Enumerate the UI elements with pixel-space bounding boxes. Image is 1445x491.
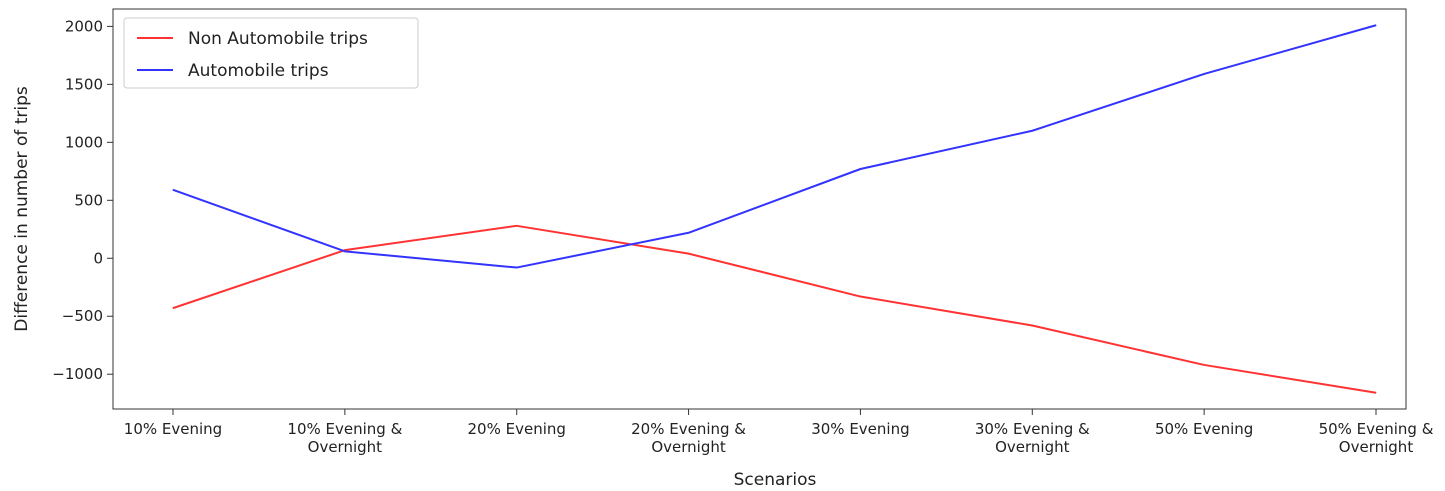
x-tick-label: 30% Evening <box>811 420 909 438</box>
series-line-0 <box>172 224 1377 394</box>
data-point <box>172 307 174 309</box>
x-tick-label: 20% Evening & Overnight <box>631 420 746 456</box>
legend-label: Non Automobile trips <box>188 29 368 49</box>
x-tick-label: 10% Evening & Overnight <box>287 420 402 456</box>
y-axis: −1000 −500 0 500 1000 1500 2000 <box>52 17 113 383</box>
y-tick-label: 2000 <box>65 17 103 35</box>
y-tick-label: −500 <box>62 307 103 325</box>
x-tick-label: 10% Evening <box>124 420 222 438</box>
data-point <box>344 250 346 252</box>
y-tick-label: 500 <box>74 191 103 209</box>
x-tick-label: 30% Evening & Overnight <box>975 420 1090 456</box>
data-point <box>859 168 861 170</box>
data-point <box>1031 130 1033 132</box>
legend-box <box>123 17 419 89</box>
data-point <box>859 296 861 298</box>
data-point <box>516 225 518 227</box>
series-layer <box>172 24 1377 394</box>
legend: Non Automobile trips Automobile trips <box>123 17 419 89</box>
data-point <box>1203 73 1205 75</box>
data-point <box>688 232 690 234</box>
data-point <box>1203 364 1205 366</box>
data-point <box>516 267 518 269</box>
data-point <box>1031 325 1033 327</box>
x-tick-label: 20% Evening <box>468 420 566 438</box>
data-point <box>172 189 174 191</box>
data-point <box>1375 392 1377 394</box>
data-point <box>688 253 690 255</box>
y-tick-label: 1000 <box>65 133 103 151</box>
data-point <box>1375 24 1377 26</box>
x-tick-label: 50% Evening & Overnight <box>1319 420 1434 456</box>
x-axis-label: Scenarios <box>734 470 817 490</box>
plot-area <box>112 8 1407 410</box>
x-axis: 10% Evening 10% Evening & Overnight 20% Eve… <box>124 409 1434 456</box>
y-tick-label: 0 <box>93 249 103 267</box>
x-tick-label: 50% Evening <box>1155 420 1253 438</box>
y-axis-label: Difference in number of trips <box>12 86 32 332</box>
y-tick-label: 1500 <box>65 75 103 93</box>
series-line-1 <box>172 24 1377 269</box>
legend-label: Automobile trips <box>188 61 329 81</box>
y-tick-label: −1000 <box>52 365 103 383</box>
